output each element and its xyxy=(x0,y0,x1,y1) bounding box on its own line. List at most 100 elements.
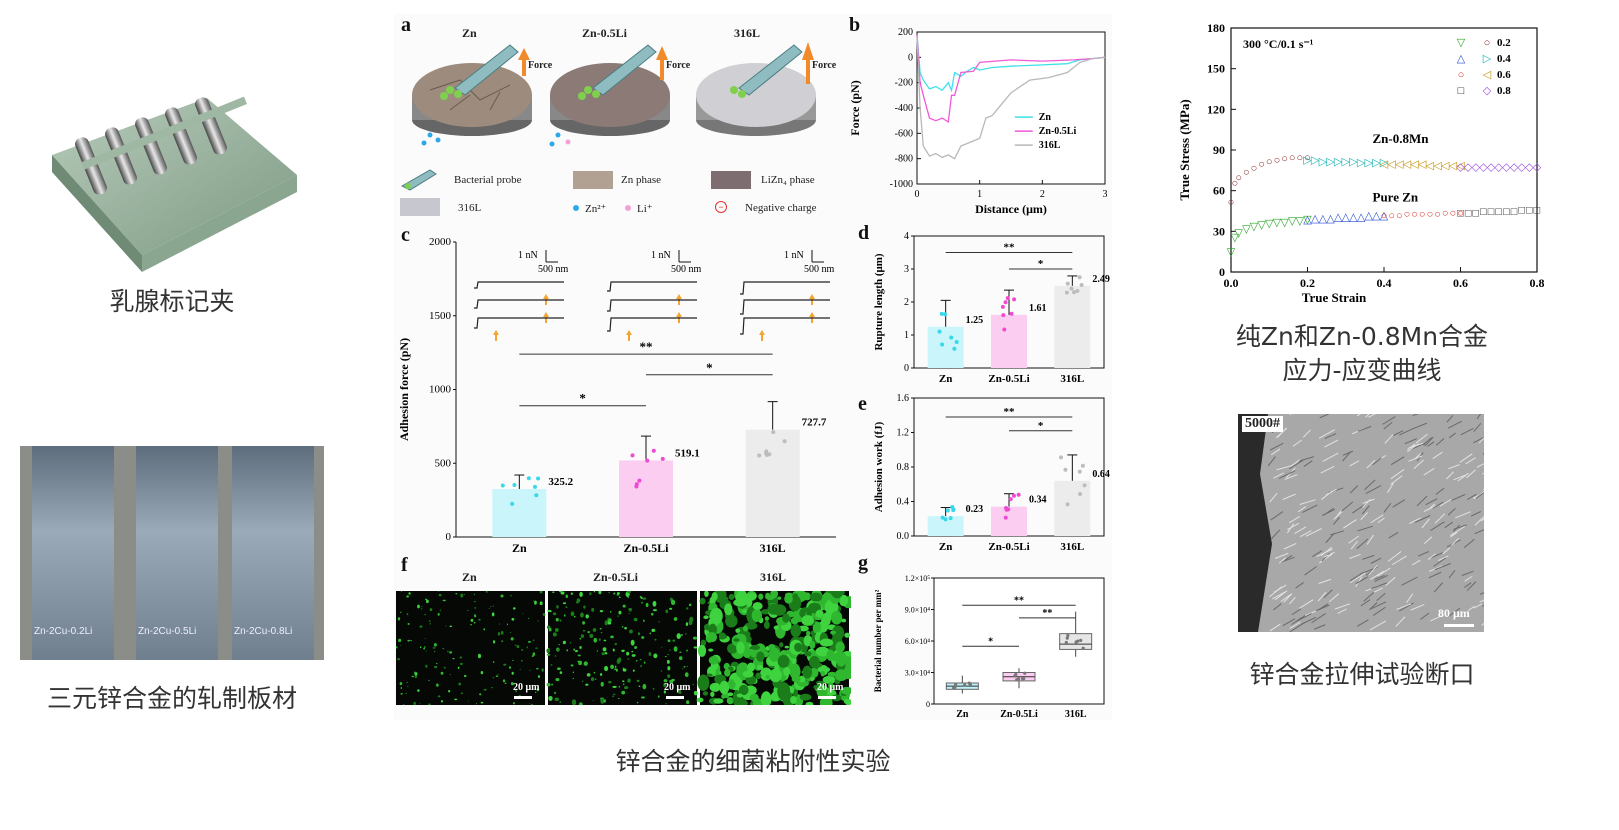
panel-g-letter: g xyxy=(858,552,868,574)
fracture-texture xyxy=(1273,472,1285,479)
fracture-texture xyxy=(1461,570,1474,576)
bacteria-spot xyxy=(618,610,622,615)
bacteria-spot xyxy=(736,693,743,698)
bacteria-spot xyxy=(503,663,507,666)
inset-curve xyxy=(740,317,830,335)
bacteria-spot xyxy=(442,647,445,650)
fracture-texture xyxy=(1411,559,1421,566)
value-label-Zn: 325.2 xyxy=(548,476,573,488)
svg-text:Force: Force xyxy=(666,60,691,71)
x-tick-label: Zn xyxy=(939,373,952,385)
bacteria-spot xyxy=(563,614,566,617)
bacteria-spot xyxy=(437,695,441,698)
bacteria-spot xyxy=(608,680,612,684)
bacteria-spot xyxy=(612,695,614,698)
bacteria-spot xyxy=(610,635,614,639)
fracture-texture xyxy=(1422,437,1432,446)
inset-curve xyxy=(474,317,564,329)
bacteria-spot xyxy=(460,593,464,598)
data-point xyxy=(1082,483,1087,488)
fracture-texture xyxy=(1298,599,1314,609)
bacteria-spot xyxy=(669,607,673,610)
y-tick-label: -800 xyxy=(895,154,913,165)
bacteria-spot xyxy=(676,633,681,640)
fracture-texture xyxy=(1399,427,1414,436)
bacteria-spot xyxy=(773,625,779,630)
bacteria-spot xyxy=(802,665,813,679)
bacteria-spot xyxy=(830,591,844,599)
bacteria-spot xyxy=(703,615,709,620)
fracture-texture xyxy=(1298,456,1315,462)
fracture-texture xyxy=(1392,499,1406,508)
marker: ○ xyxy=(1235,172,1242,184)
y-tick-label: 4 xyxy=(904,231,909,242)
bacteria-spot xyxy=(822,595,829,601)
x-axis-label: True Strain xyxy=(1302,290,1367,305)
fracture-texture xyxy=(1357,425,1372,432)
bacteria-spot xyxy=(834,669,848,681)
marker: ○ xyxy=(1381,210,1388,222)
bacteria-spot xyxy=(828,682,834,690)
bacteria-spot xyxy=(600,698,605,704)
bacteria-spot xyxy=(521,660,523,662)
legend-marker: ○ xyxy=(1484,37,1491,49)
inset-dist-scale: 500 nm xyxy=(538,264,569,275)
fracture-texture xyxy=(1407,443,1416,450)
bacteria-spot xyxy=(440,671,444,675)
bacteria-spot xyxy=(406,613,409,616)
bacteria-spot xyxy=(502,679,506,683)
bacteria-spot xyxy=(532,652,536,656)
fracture-label: 5000# xyxy=(1242,416,1283,432)
bacteria-spot xyxy=(583,605,586,609)
marker: □ xyxy=(1534,205,1541,217)
data-point xyxy=(1020,677,1025,681)
bacteria-spot xyxy=(399,682,403,686)
bacteria-spot xyxy=(400,644,402,646)
fracture-texture xyxy=(1324,433,1337,440)
legend-li: Li⁺ xyxy=(637,203,653,215)
inset-curve xyxy=(474,281,564,289)
bacteria-spot xyxy=(709,682,721,692)
fracture-texture xyxy=(1314,624,1326,630)
y-tick-label: -1000 xyxy=(890,179,913,190)
fracture-texture xyxy=(1276,464,1293,471)
bacteria-spot xyxy=(649,632,652,635)
bacteria-spot xyxy=(556,605,559,609)
marker: ○ xyxy=(1281,153,1288,165)
bacteria-spot xyxy=(735,628,741,633)
bacteria-spot xyxy=(700,639,707,647)
bacteria-spot xyxy=(527,640,531,643)
bacteria-spot xyxy=(688,603,692,607)
data-point xyxy=(1078,491,1083,496)
data-point xyxy=(660,456,665,461)
bacteria-spot xyxy=(733,638,740,642)
bacteria-spot xyxy=(424,598,428,601)
marker: △ xyxy=(1319,213,1328,225)
panel-a-title-znli: Zn-0.5Li xyxy=(582,26,628,40)
bacteria-spot xyxy=(581,680,584,683)
caption-stress-strain-line: 纯Zn和Zn-0.8Mn合金 应力-应变曲线 xyxy=(1235,322,1489,385)
data-point xyxy=(1075,289,1080,294)
panel-f-scale-2: 20 μm xyxy=(664,682,691,693)
fracture-texture xyxy=(1463,538,1475,549)
bacteria-spot xyxy=(603,699,606,703)
fracture-texture xyxy=(1473,422,1482,432)
bacteria-spot xyxy=(827,671,837,677)
fracture-texture xyxy=(1414,515,1431,523)
bacteria-spot xyxy=(617,615,620,617)
bacteria-spot xyxy=(640,696,645,699)
data-point xyxy=(1005,296,1010,301)
bacteria-spot xyxy=(492,640,496,644)
marker: ○ xyxy=(1258,159,1265,171)
panel-a-letter: a xyxy=(401,14,411,36)
bacteria-spot xyxy=(533,600,535,602)
bacteria-spot xyxy=(572,678,575,680)
x-tick-label: 0.2 xyxy=(1300,276,1315,290)
x-tick-label: 0 xyxy=(915,189,920,200)
panel-f-title-zn: Zn xyxy=(462,570,477,584)
fracture-texture xyxy=(1370,601,1387,610)
bacteria-spot xyxy=(559,619,562,622)
fracture-background xyxy=(1238,414,1484,632)
bacteria-spot xyxy=(777,654,790,668)
bacteria-spot xyxy=(660,670,663,672)
